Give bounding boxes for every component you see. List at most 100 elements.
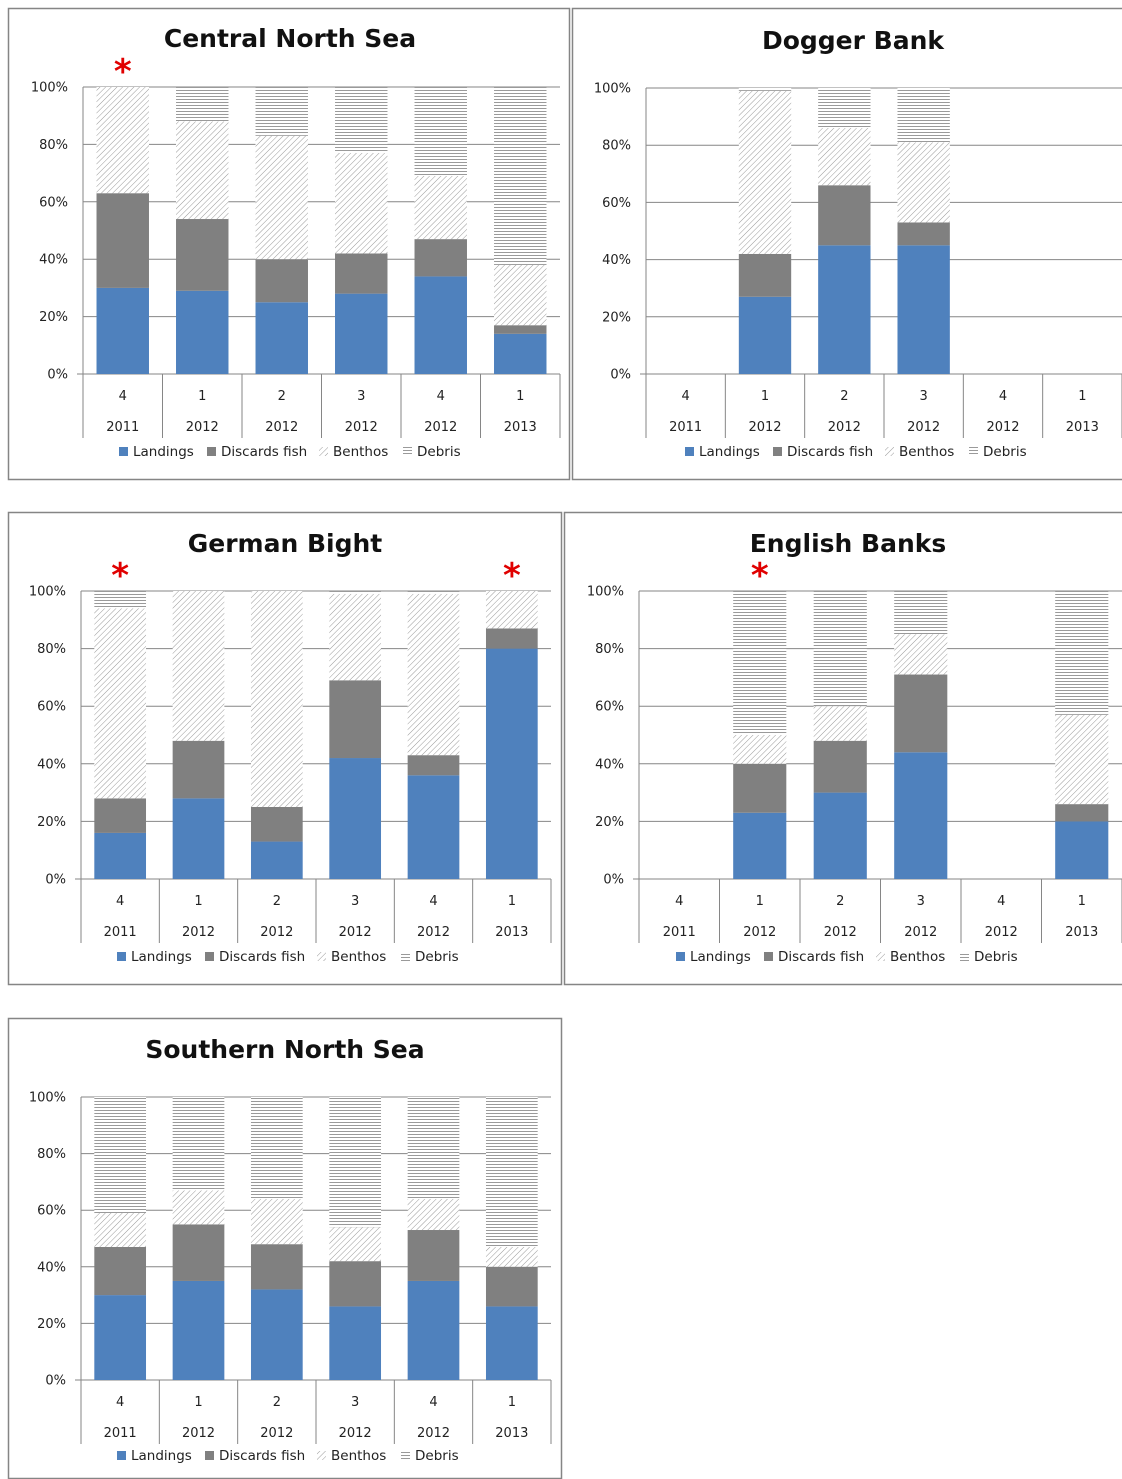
bar-segment-landings (407, 775, 460, 879)
bar-segment-discards-fish (1055, 804, 1109, 822)
bar-segment-benthos (329, 1227, 382, 1262)
bar-segment-benthos (329, 593, 382, 681)
legend-swatch (317, 952, 326, 961)
legend-item-debris: Debris (403, 444, 461, 460)
y-tick-label: 0% (45, 1374, 66, 1389)
x-tick-label-quarter: 2 (836, 894, 844, 909)
x-tick-label-quarter: 3 (917, 894, 925, 909)
y-tick-label: 20% (595, 815, 624, 830)
legend-item-benthos: Benthos (317, 1448, 386, 1464)
y-tick-label: 40% (37, 1260, 66, 1275)
legend-swatch (685, 447, 694, 456)
chart-english-banks: English Banks 0% 20% 40% 60% 80% 100% 4 2011 1 201… (563, 511, 1122, 986)
y-tick-label: 60% (595, 700, 624, 715)
bar-segment-discards-fish (255, 259, 308, 303)
legend-swatch (117, 1451, 126, 1460)
x-tick-label-quarter: 4 (675, 894, 683, 909)
y-tick-label: 80% (37, 642, 66, 657)
bar-segment-discards-fish (738, 253, 792, 297)
x-tick-label-year: 2012 (339, 1426, 372, 1441)
legend-label: Benthos (890, 949, 945, 965)
bar-segment-landings (414, 276, 467, 374)
bar-segment-benthos (894, 634, 948, 675)
x-tick-label-quarter: 4 (119, 389, 127, 404)
bar-segment-benthos (818, 128, 871, 186)
bar-segment-landings (407, 1280, 460, 1380)
bar-segment-landings (172, 1280, 225, 1380)
bar-segment-debris (414, 87, 467, 176)
bar-segment-discards-fish (894, 674, 948, 753)
bar-segment-landings (335, 293, 388, 374)
bar-segment-debris (494, 87, 547, 265)
legend-label: Discards fish (221, 444, 307, 460)
chart-frame (571, 7, 1122, 481)
bar-segment-benthos (172, 591, 225, 741)
y-tick-label: 0% (47, 368, 68, 383)
legend-item-landings: Landings (685, 444, 760, 460)
legend-item-benthos: Benthos (317, 949, 386, 965)
bar-segment-landings (897, 245, 950, 374)
bar-segment-landings (813, 792, 867, 879)
legend-item-discards-fish: Discards fish (205, 1448, 305, 1464)
chart-dogger-bank: Dogger Bank 0% 20% 40% 60% 80% 100% 4 2011 1 2012 2… (571, 7, 1122, 481)
x-tick-label-year: 2012 (417, 925, 450, 940)
legend-item-debris: Debris (960, 949, 1018, 965)
bar-segment-discards-fish (414, 239, 467, 277)
bar-segment-landings (329, 1306, 382, 1380)
bar-segment-debris (172, 1097, 225, 1191)
y-tick-label: 40% (37, 757, 66, 772)
y-tick-label: 0% (603, 873, 624, 888)
y-tick-label: 40% (602, 253, 631, 268)
bar-segment-landings (738, 296, 792, 374)
bar-segment-debris (329, 591, 382, 594)
x-tick-label-quarter: 4 (999, 389, 1007, 404)
bar-segment-landings (176, 290, 229, 374)
significance-asterisk: * (111, 556, 129, 596)
x-tick-label-quarter: 1 (516, 389, 524, 404)
bar-segment-debris (738, 88, 792, 91)
legend-item-discards-fish: Discards fish (764, 949, 864, 965)
bar-segment-discards-fish (407, 1230, 460, 1281)
chart-frame (7, 7, 571, 481)
bar-segment-benthos (335, 153, 388, 254)
x-tick-label-quarter: 1 (194, 894, 202, 909)
bar-segment-benthos (255, 135, 308, 260)
legend: Landings Discards fish Benthos Debris (117, 949, 459, 965)
legend-item-discards-fish: Discards fish (205, 949, 305, 965)
legend: Landings Discards fish Benthos Debris (676, 949, 1018, 965)
x-tick-label-year: 2012 (345, 420, 378, 435)
x-tick-label-quarter: 2 (278, 389, 286, 404)
y-tick-label: 100% (587, 585, 624, 600)
y-tick-label: 60% (37, 700, 66, 715)
y-tick-label: 60% (37, 1204, 66, 1219)
legend-item-debris: Debris (401, 949, 459, 965)
bar-segment-benthos (1055, 714, 1109, 805)
bar-segment-discards-fish (897, 222, 950, 246)
bar-segment-landings (818, 245, 871, 374)
bar-segment-benthos (813, 706, 867, 741)
bar-segment-debris (818, 88, 871, 129)
bar-segment-debris (329, 1097, 382, 1228)
x-tick-label-quarter: 1 (1078, 389, 1086, 404)
y-tick-label: 20% (37, 1317, 66, 1332)
bar-segment-landings (255, 302, 308, 374)
chart-title: Central North Sea (164, 24, 416, 53)
legend: Landings Discards fish Benthos Debris (685, 444, 1027, 460)
bar-segment-discards-fish (94, 1246, 147, 1296)
legend-label: Landings (131, 1448, 192, 1464)
bar-segment-benthos (733, 735, 787, 764)
x-tick-label-year: 2012 (182, 925, 215, 940)
bar-segment-landings (733, 812, 787, 879)
legend-item-discards-fish: Discards fish (207, 444, 307, 460)
legend-swatch (773, 447, 782, 456)
x-tick-label-year: 2012 (186, 420, 219, 435)
x-tick-label-year: 2012 (260, 1426, 293, 1441)
bar-segment-benthos (897, 142, 950, 223)
y-tick-label: 60% (602, 196, 631, 211)
chart-frame (563, 511, 1122, 986)
bar-segment-landings (96, 287, 149, 374)
legend-label: Benthos (331, 949, 386, 965)
bar-segment-landings (172, 798, 225, 879)
legend-label: Discards fish (219, 949, 305, 965)
